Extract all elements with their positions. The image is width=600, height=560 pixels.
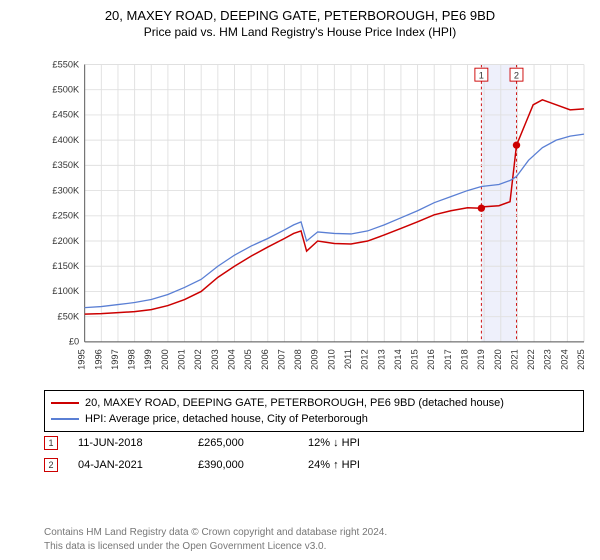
sale-marker: 1 [44, 436, 58, 450]
sale-delta: 12% ↓ HPI [308, 437, 360, 449]
legend-swatch [51, 418, 79, 420]
svg-text:2005: 2005 [243, 349, 253, 370]
svg-text:2011: 2011 [343, 349, 353, 369]
footer: Contains HM Land Registry data © Crown c… [44, 526, 387, 554]
svg-text:2017: 2017 [443, 349, 453, 370]
footer-line: This data is licensed under the Open Gov… [44, 540, 387, 554]
svg-text:£150K: £150K [52, 261, 80, 271]
svg-text:2004: 2004 [226, 349, 236, 370]
sales-table: 1 11-JUN-2018 £265,000 12% ↓ HPI 2 04-JA… [44, 432, 584, 476]
svg-text:1999: 1999 [143, 349, 153, 370]
legend-label: HPI: Average price, detached house, City… [85, 411, 368, 427]
svg-text:2023: 2023 [543, 349, 553, 370]
svg-text:£200K: £200K [52, 236, 80, 246]
svg-text:2012: 2012 [360, 349, 370, 370]
svg-text:2016: 2016 [426, 349, 436, 370]
svg-text:2: 2 [514, 70, 519, 80]
svg-text:2018: 2018 [459, 349, 469, 370]
svg-text:2020: 2020 [493, 349, 503, 370]
footer-line: Contains HM Land Registry data © Crown c… [44, 526, 387, 540]
svg-text:1997: 1997 [110, 349, 120, 370]
sale-price: £390,000 [198, 459, 288, 471]
legend-label: 20, MAXEY ROAD, DEEPING GATE, PETERBOROU… [85, 395, 504, 411]
svg-text:2008: 2008 [293, 349, 303, 370]
svg-text:2022: 2022 [526, 349, 536, 370]
chart-plot: £0 £50K £100K £150K £200K £250K £300K £350K £400… [44, 50, 584, 380]
svg-text:2013: 2013 [376, 349, 386, 370]
sale-delta: 24% ↑ HPI [308, 459, 360, 471]
svg-text:2021: 2021 [509, 349, 519, 370]
legend-item: 20, MAXEY ROAD, DEEPING GATE, PETERBOROU… [51, 395, 577, 411]
sale-row: 1 11-JUN-2018 £265,000 12% ↓ HPI [44, 432, 584, 454]
svg-text:2010: 2010 [326, 349, 336, 370]
svg-text:£50K: £50K [58, 311, 80, 321]
svg-text:£0: £0 [69, 337, 79, 347]
sale-date: 04-JAN-2021 [78, 459, 178, 471]
svg-text:2000: 2000 [160, 349, 170, 370]
svg-text:1: 1 [479, 70, 484, 80]
svg-text:£350K: £350K [52, 160, 80, 170]
svg-text:£400K: £400K [52, 135, 80, 145]
svg-text:2007: 2007 [276, 349, 286, 370]
sale-date: 11-JUN-2018 [78, 437, 178, 449]
svg-text:2006: 2006 [260, 349, 270, 370]
svg-text:£450K: £450K [52, 110, 80, 120]
svg-text:£550K: £550K [52, 59, 80, 69]
svg-text:2015: 2015 [410, 349, 420, 370]
svg-text:£250K: £250K [52, 211, 80, 221]
svg-text:1996: 1996 [93, 349, 103, 370]
sale-price: £265,000 [198, 437, 288, 449]
svg-text:2025: 2025 [576, 349, 586, 370]
sale-row: 2 04-JAN-2021 £390,000 24% ↑ HPI [44, 454, 584, 476]
svg-text:2003: 2003 [210, 349, 220, 370]
svg-text:2009: 2009 [310, 349, 320, 370]
svg-text:2019: 2019 [476, 349, 486, 370]
svg-text:1995: 1995 [77, 349, 87, 370]
svg-text:2002: 2002 [193, 349, 203, 370]
legend-item: HPI: Average price, detached house, City… [51, 411, 577, 427]
svg-text:£300K: £300K [52, 185, 80, 195]
legend: 20, MAXEY ROAD, DEEPING GATE, PETERBOROU… [44, 390, 584, 432]
svg-text:£500K: £500K [52, 84, 80, 94]
chart-container: { "title": "20, MAXEY ROAD, DEEPING GATE… [0, 0, 600, 560]
legend-swatch [51, 402, 79, 404]
sale-marker: 2 [44, 458, 58, 472]
svg-text:£100K: £100K [52, 286, 80, 296]
svg-text:2024: 2024 [559, 349, 569, 370]
line-chart-svg: £0 £50K £100K £150K £200K £250K £300K £350K £400… [44, 50, 584, 410]
svg-text:2001: 2001 [177, 349, 187, 370]
svg-text:1998: 1998 [127, 349, 137, 370]
svg-text:2014: 2014 [393, 349, 403, 370]
chart-title: 20, MAXEY ROAD, DEEPING GATE, PETERBOROU… [0, 0, 600, 23]
chart-subtitle: Price paid vs. HM Land Registry's House … [0, 23, 600, 43]
